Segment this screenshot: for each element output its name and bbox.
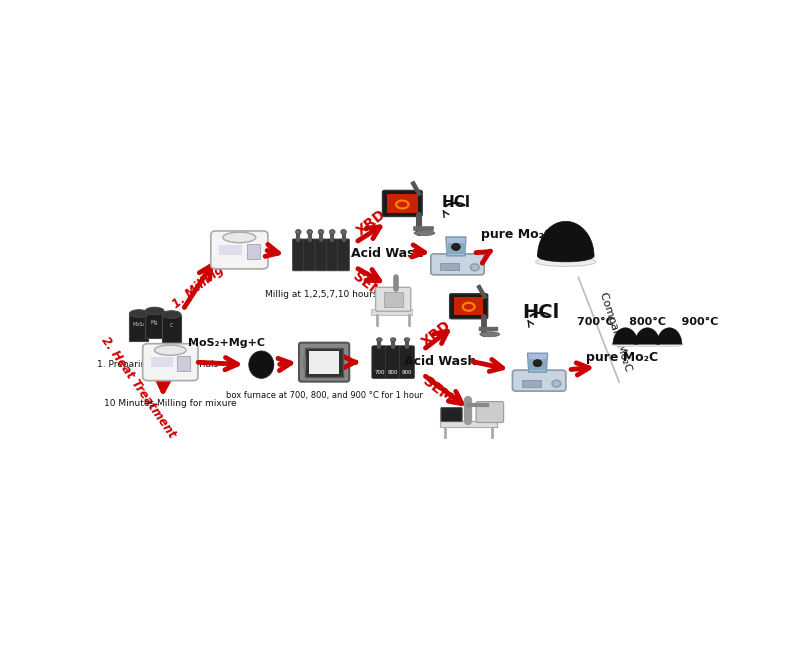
Ellipse shape xyxy=(390,338,396,341)
FancyBboxPatch shape xyxy=(371,309,412,315)
Text: 900: 900 xyxy=(402,369,412,375)
Polygon shape xyxy=(538,222,594,256)
Text: Acid Wash: Acid Wash xyxy=(404,354,476,367)
Ellipse shape xyxy=(612,341,639,347)
FancyBboxPatch shape xyxy=(450,294,488,319)
FancyBboxPatch shape xyxy=(530,359,546,370)
Ellipse shape xyxy=(552,380,561,387)
Ellipse shape xyxy=(155,345,186,355)
Polygon shape xyxy=(635,328,660,344)
Text: SEM: SEM xyxy=(351,269,386,301)
Text: Millig at 1,2,5,7,10 hours: Millig at 1,2,5,7,10 hours xyxy=(265,290,377,299)
FancyBboxPatch shape xyxy=(247,244,260,259)
Text: Mg: Mg xyxy=(151,319,158,325)
Text: Compare Mo₂C: Compare Mo₂C xyxy=(599,292,633,373)
FancyBboxPatch shape xyxy=(309,351,339,374)
FancyBboxPatch shape xyxy=(162,314,181,342)
FancyBboxPatch shape xyxy=(384,292,403,307)
Text: SEM: SEM xyxy=(420,374,454,406)
Ellipse shape xyxy=(535,257,596,266)
Text: 700: 700 xyxy=(374,369,385,375)
Text: 800: 800 xyxy=(388,369,399,375)
Text: XRD: XRD xyxy=(354,207,389,238)
Ellipse shape xyxy=(538,250,594,262)
Ellipse shape xyxy=(330,229,335,235)
Ellipse shape xyxy=(377,338,382,341)
Text: pure Mo₂C: pure Mo₂C xyxy=(586,351,659,364)
FancyBboxPatch shape xyxy=(387,194,417,213)
Ellipse shape xyxy=(451,244,460,250)
FancyBboxPatch shape xyxy=(522,380,541,387)
FancyBboxPatch shape xyxy=(305,348,343,376)
Text: C: C xyxy=(170,323,173,329)
FancyBboxPatch shape xyxy=(431,254,484,275)
Ellipse shape xyxy=(318,229,324,235)
Ellipse shape xyxy=(130,310,148,318)
Ellipse shape xyxy=(404,338,410,341)
Text: XRD: XRD xyxy=(419,318,453,349)
FancyBboxPatch shape xyxy=(130,314,148,341)
FancyBboxPatch shape xyxy=(304,239,316,271)
Ellipse shape xyxy=(341,229,347,235)
Text: pure Mo₂C: pure Mo₂C xyxy=(481,229,553,242)
Ellipse shape xyxy=(223,232,256,242)
FancyBboxPatch shape xyxy=(476,402,504,422)
Ellipse shape xyxy=(145,307,164,315)
FancyBboxPatch shape xyxy=(219,245,242,255)
FancyBboxPatch shape xyxy=(376,287,411,311)
Text: Acid Wash: Acid Wash xyxy=(351,247,423,260)
Text: 10 Minutes Milling for mixure: 10 Minutes Milling for mixure xyxy=(104,399,237,408)
Polygon shape xyxy=(613,328,638,344)
Ellipse shape xyxy=(414,231,435,235)
FancyBboxPatch shape xyxy=(441,263,459,270)
Text: 2. Heat Treatment: 2. Heat Treatment xyxy=(99,334,179,440)
Ellipse shape xyxy=(655,341,683,347)
FancyBboxPatch shape xyxy=(177,356,190,371)
Ellipse shape xyxy=(162,311,181,318)
Polygon shape xyxy=(446,237,466,256)
FancyBboxPatch shape xyxy=(299,343,349,382)
FancyBboxPatch shape xyxy=(441,408,463,422)
FancyBboxPatch shape xyxy=(143,343,198,380)
FancyBboxPatch shape xyxy=(338,239,350,271)
FancyBboxPatch shape xyxy=(454,297,484,316)
Text: box furnace at 700, 800, and 900 °C for 1 hour: box furnace at 700, 800, and 900 °C for … xyxy=(226,391,423,400)
Ellipse shape xyxy=(249,351,274,378)
Ellipse shape xyxy=(471,264,480,271)
Text: 700°C    800°C    900°C: 700°C 800°C 900°C xyxy=(577,318,718,327)
Text: MoS₂+Mg+C: MoS₂+Mg+C xyxy=(188,338,266,348)
Ellipse shape xyxy=(480,332,500,337)
Ellipse shape xyxy=(296,229,301,235)
FancyBboxPatch shape xyxy=(326,239,339,271)
Polygon shape xyxy=(527,353,548,372)
FancyBboxPatch shape xyxy=(386,345,401,378)
FancyBboxPatch shape xyxy=(513,370,565,391)
Text: HCl: HCl xyxy=(441,195,471,210)
FancyBboxPatch shape xyxy=(151,357,173,367)
FancyBboxPatch shape xyxy=(448,243,464,254)
Text: HCl: HCl xyxy=(522,303,559,322)
FancyBboxPatch shape xyxy=(292,239,305,271)
FancyBboxPatch shape xyxy=(145,311,164,338)
FancyBboxPatch shape xyxy=(441,421,497,427)
Ellipse shape xyxy=(533,360,542,367)
FancyBboxPatch shape xyxy=(372,345,387,378)
Text: MoS₂: MoS₂ xyxy=(133,322,145,327)
FancyBboxPatch shape xyxy=(382,191,422,216)
Text: 1. Preparing Raw Materials: 1. Preparing Raw Materials xyxy=(97,360,219,369)
Text: 1. Milling: 1. Milling xyxy=(170,263,227,311)
Ellipse shape xyxy=(307,229,313,235)
FancyBboxPatch shape xyxy=(315,239,327,271)
FancyBboxPatch shape xyxy=(211,231,268,269)
FancyBboxPatch shape xyxy=(399,345,415,378)
Polygon shape xyxy=(657,328,682,344)
Ellipse shape xyxy=(633,341,661,347)
